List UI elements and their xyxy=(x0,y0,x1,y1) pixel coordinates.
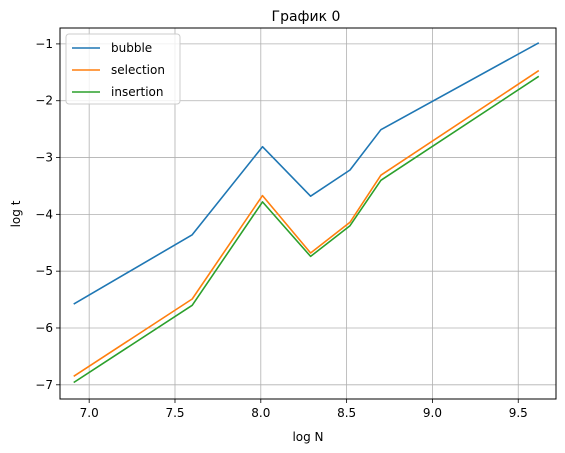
x-tick-label: 9.0 xyxy=(423,406,442,420)
series-lines xyxy=(73,42,540,384)
plot-frame xyxy=(59,27,557,400)
legend: bubble selection insertion xyxy=(65,33,181,105)
y-tick-label: −6 xyxy=(35,321,53,335)
x-tick-label: 7.0 xyxy=(80,406,99,420)
legend-label-insertion: insertion xyxy=(111,85,164,99)
y-tick-label: −5 xyxy=(35,264,53,278)
y-axis: −7 −6 −5 −4 −3 −2 −1 xyxy=(35,37,60,392)
series-line-selection xyxy=(73,69,540,377)
legend-label-selection: selection xyxy=(111,63,165,77)
y-axis-label: log t xyxy=(9,200,23,227)
y-tick-label: −7 xyxy=(35,378,53,392)
x-tick-label: 8.5 xyxy=(337,406,356,420)
legend-label-bubble: bubble xyxy=(111,41,152,55)
x-tick-label: 9.5 xyxy=(509,406,528,420)
x-axis-label: log N xyxy=(292,430,323,444)
x-tick-label: 8.0 xyxy=(251,406,270,420)
chart-title: График 0 xyxy=(272,9,341,25)
x-tick-label: 7.5 xyxy=(165,406,184,420)
y-tick-label: −3 xyxy=(35,151,53,165)
legend-box xyxy=(65,33,181,105)
y-tick-label: −4 xyxy=(35,207,53,221)
y-tick-label: −2 xyxy=(35,94,53,108)
x-axis: 7.0 7.5 8.0 8.5 9.0 9.5 xyxy=(80,399,528,420)
series-line-bubble xyxy=(73,42,540,305)
y-tick-label: −1 xyxy=(35,37,53,51)
series-line-insertion xyxy=(73,75,540,384)
